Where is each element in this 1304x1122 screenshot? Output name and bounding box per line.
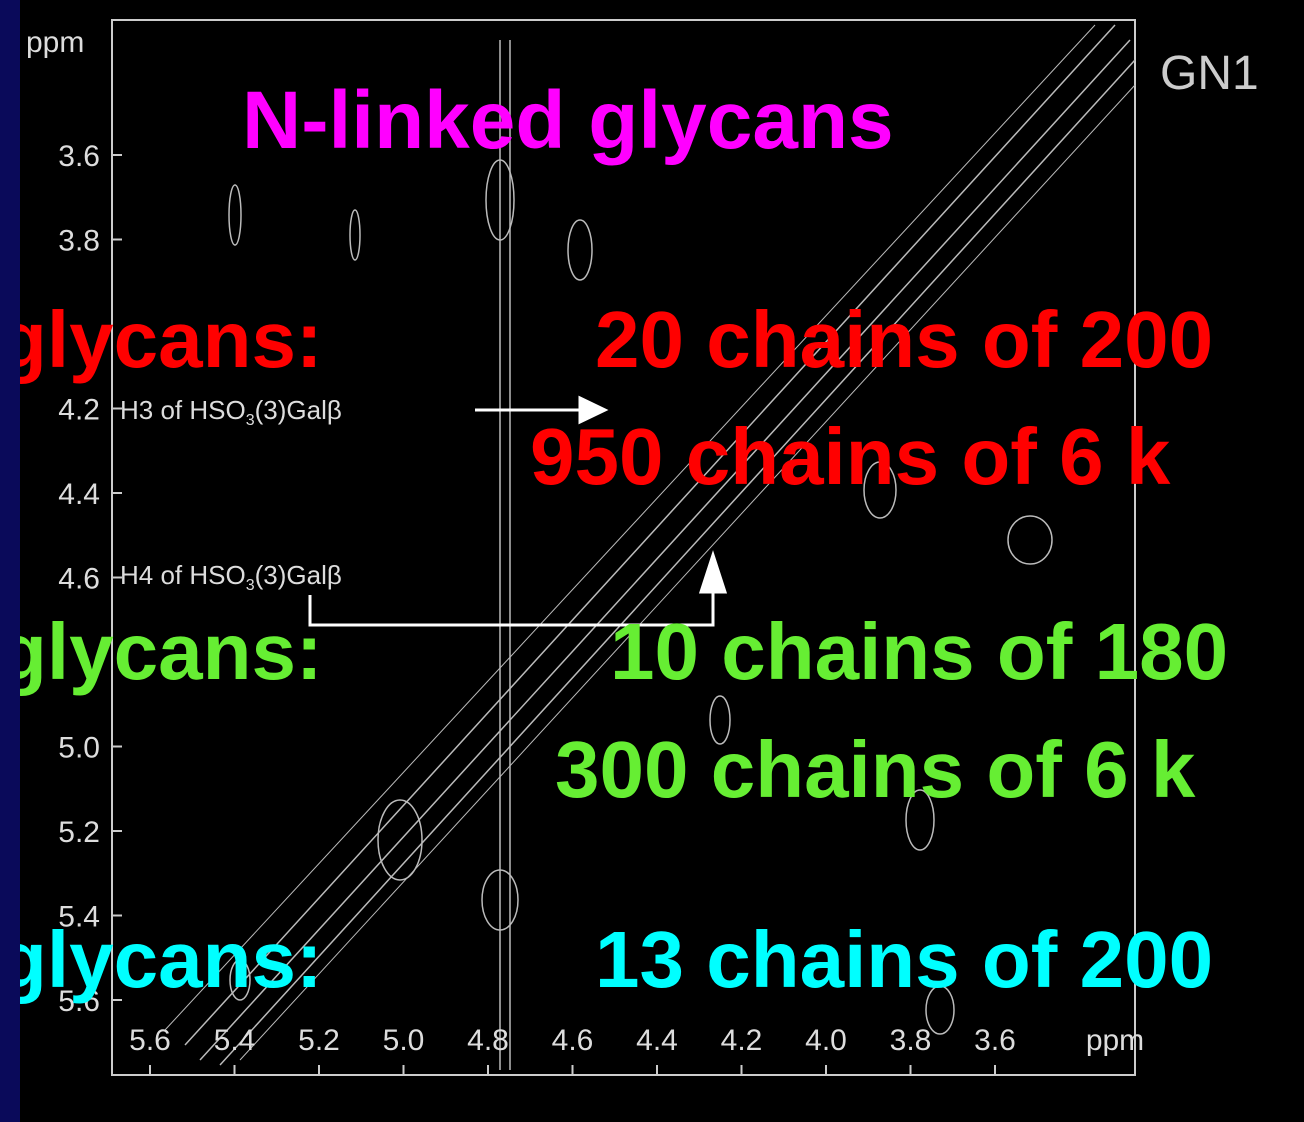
title: N-linked glycans — [242, 80, 894, 162]
y-tick-label: 4.2 — [58, 394, 100, 427]
arrow-head — [701, 555, 725, 592]
x-tick-label: 3.8 — [890, 1024, 932, 1057]
annotation-text: H4 of HSO — [120, 560, 246, 590]
y-tick-label: 5.2 — [58, 816, 100, 849]
row-label: glycans: — [20, 612, 323, 692]
x-tick-label: 5.4 — [214, 1024, 256, 1057]
diagonal — [165, 25, 1095, 1030]
peak — [568, 220, 592, 280]
diagonal — [200, 40, 1130, 1060]
contours — [165, 25, 1135, 1070]
row-line: 10 chains of 180 — [610, 612, 1228, 692]
row-line: 300 chains of 6 k — [555, 730, 1195, 810]
x-tick-label: 4.0 — [805, 1024, 847, 1057]
page: {"spectrum": {"y_axis": {"unit": "ppm", … — [0, 0, 1304, 1122]
annotation-text: (3)Galβ — [255, 395, 342, 425]
x-tick-label: 3.6 — [974, 1024, 1016, 1057]
corner-label: GN1 — [1160, 50, 1259, 98]
y-tick-label: 4.4 — [58, 478, 100, 511]
annotation: H3 of HSO3(3)Galβ — [120, 395, 342, 430]
annotation-text: H3 of HSO — [120, 395, 246, 425]
annotation-sub: 3 — [246, 577, 255, 594]
row-label: glycans: — [20, 300, 323, 380]
row-line: 13 chains of 200 — [595, 920, 1213, 1000]
row-label: glycans: — [20, 920, 323, 1000]
y-tick-label: 3.8 — [58, 225, 100, 258]
diagonal — [240, 85, 1135, 1060]
x-tick-label: 4.6 — [552, 1024, 594, 1057]
diagonal — [185, 25, 1115, 1045]
x-tick-label: 5.6 — [129, 1024, 171, 1057]
row-line: 950 chains of 6 k — [530, 417, 1170, 497]
annotation-sub: 3 — [246, 412, 255, 429]
peak — [229, 185, 241, 245]
y-tick-label: 3.6 — [58, 140, 100, 173]
x-tick-label: 5.0 — [383, 1024, 425, 1057]
x-tick-label: 4.4 — [636, 1024, 678, 1057]
x-axis-unit: ppm — [1086, 1024, 1144, 1057]
annotation-text: (3)Galβ — [255, 560, 342, 590]
y-tick-label: 5.0 — [58, 732, 100, 765]
y-axis-unit: ppm — [26, 26, 84, 59]
y-tick-label: 4.6 — [58, 563, 100, 596]
row-line: 20 chains of 200 — [595, 300, 1213, 380]
x-tick-label: 5.2 — [298, 1024, 340, 1057]
peak — [350, 210, 360, 260]
annotation: H4 of HSO3(3)Galβ — [120, 560, 342, 595]
x-tick-label: 4.8 — [467, 1024, 509, 1057]
x-tick-label: 4.2 — [721, 1024, 763, 1057]
peak — [1008, 516, 1052, 564]
